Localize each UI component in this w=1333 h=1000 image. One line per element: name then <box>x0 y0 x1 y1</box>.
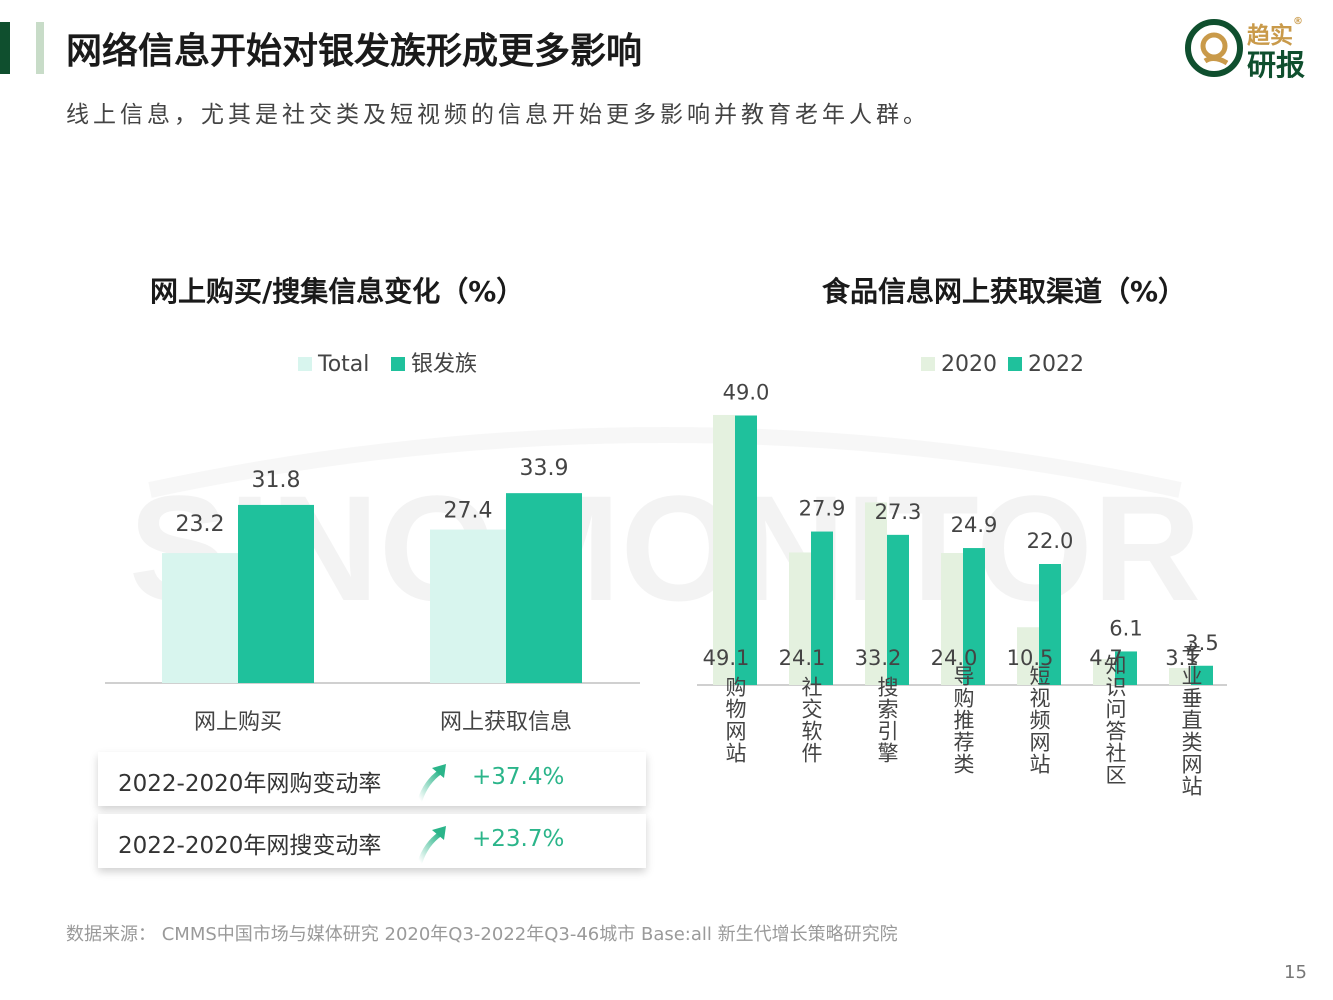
value-label-2020-专业垂直类网站: 3.1 <box>1165 646 1198 670</box>
rate-card-online-search: 2022-2020年网搜变动率 +23.7% <box>98 814 646 868</box>
legend-label-silver: 银发族 <box>411 352 477 377</box>
legend-swatch-2022 <box>1008 357 1022 371</box>
bar-2022-购物网站 <box>735 415 757 685</box>
bar-2020-短视频网站 <box>1017 627 1039 685</box>
page-number: 15 <box>1284 962 1307 983</box>
legend-swatch-total <box>298 357 312 371</box>
value-label-2022-知识问答社区: 6.1 <box>1109 616 1142 640</box>
bar-2020-搜索引擎 <box>865 502 887 685</box>
rate-card-online-shopping: 2022-2020年网购变动率 +37.4% <box>98 752 646 806</box>
bar-2020-购物网站 <box>713 414 735 685</box>
value-label-2020-搜索引擎: 33.2 <box>855 646 902 670</box>
bar-total-网上购买 <box>162 553 238 683</box>
category-label-购物网站: 购物网站 <box>723 676 747 764</box>
logo-text-top: 趋实® <box>1247 16 1303 50</box>
value-label-2022-短视频网站: 22.0 <box>1027 529 1074 553</box>
value-label-2020-购物网站: 49.1 <box>703 646 750 670</box>
rate-label-online-search: 2022-2020年网搜变动率 <box>118 833 382 859</box>
legend-swatch-2020 <box>921 357 935 371</box>
value-label-2020-导购推荐类: 24.0 <box>931 646 978 670</box>
page-subtitle: 线上信息，尤其是社交类及短视频的信息开始更多影响并教育老年人群。 <box>66 102 930 128</box>
category-label-网上获取信息: 网上获取信息 <box>440 710 572 735</box>
up-arrow-icon <box>417 826 446 864</box>
legend-swatch-silver <box>391 357 405 371</box>
logo-text-bottom: 研报 <box>1247 48 1306 82</box>
value-label-2022-搜索引擎: 27.3 <box>875 500 922 524</box>
logo-ring <box>1185 19 1243 77</box>
bar-2022-导购推荐类 <box>963 548 985 685</box>
bar-2020-知识问答社区 <box>1093 659 1115 685</box>
category-label-社交软件: 社交软件 <box>799 676 823 764</box>
bar-2022-知识问答社区 <box>1115 651 1137 685</box>
category-label-搜索引擎: 搜索引擎 <box>875 676 899 764</box>
page-title: 网络信息开始对银发族形成更多影响 <box>66 31 643 72</box>
logo-swoosh <box>1203 55 1229 66</box>
value-label-2022-专业垂直类网站: 3.5 <box>1185 631 1218 655</box>
category-label-导购推荐类: 导购推荐类 <box>951 665 975 775</box>
bar-2022-社交软件 <box>811 531 833 685</box>
bar-silver-网上获取信息 <box>506 493 582 683</box>
bar-2022-专业垂直类网站 <box>1191 665 1213 685</box>
category-label-短视频网站: 短视频网站 <box>1027 665 1051 775</box>
category-label-知识问答社区: 知识问答社区 <box>1103 654 1127 786</box>
value-label-silver-网上获取信息: 33.9 <box>520 456 569 481</box>
value-label-total-网上获取信息: 27.4 <box>444 499 493 524</box>
up-arrow-icon <box>417 764 446 802</box>
value-label-2020-短视频网站: 10.5 <box>1007 646 1054 670</box>
rate-label-online-shopping: 2022-2020年网购变动率 <box>118 771 382 797</box>
bar-2022-短视频网站 <box>1039 564 1061 685</box>
value-label-2022-社交软件: 27.9 <box>799 497 846 521</box>
bar-2022-搜索引擎 <box>887 534 909 685</box>
logo-text-top-label: 趋实 <box>1247 23 1293 49</box>
value-label-total-网上购买: 23.2 <box>176 512 225 537</box>
rate-value-online-shopping: +37.4% <box>472 764 565 790</box>
category-label-专业垂直类网站: 专业垂直类网站 <box>1179 643 1203 797</box>
value-label-2022-导购推荐类: 24.9 <box>951 513 998 537</box>
logo-mark <box>1185 19 1243 77</box>
chart-2-title: 食品信息网上获取渠道（%） <box>822 275 1187 308</box>
category-label-网上购买: 网上购买 <box>194 710 282 735</box>
chart-1-title: 网上购买/搜集信息变化（%） <box>150 275 525 308</box>
bar-2020-社交软件 <box>789 552 811 685</box>
title-accent-bar-light <box>36 22 44 74</box>
bar-silver-网上购买 <box>238 504 314 683</box>
legend-label-2022: 2022 <box>1028 352 1084 377</box>
value-label-silver-网上购买: 31.8 <box>252 468 301 493</box>
value-label-2020-社交软件: 24.1 <box>779 646 826 670</box>
rate-value-online-search: +23.7% <box>472 826 565 852</box>
bar-2020-导购推荐类 <box>941 553 963 685</box>
legend-label-total: Total <box>317 352 369 377</box>
value-label-2022-购物网站: 49.0 <box>723 381 770 405</box>
data-source-note: 数据来源： CMMS中国市场与媒体研究 2020年Q3-2022年Q3-46城市… <box>66 924 898 945</box>
value-label-2020-知识问答社区: 4.7 <box>1089 646 1122 670</box>
title-accent-bar <box>0 22 10 74</box>
bar-2020-专业垂直类网站 <box>1169 667 1191 685</box>
logo-registered-mark: ® <box>1293 16 1303 27</box>
bar-total-网上获取信息 <box>430 529 506 683</box>
chart-2-marks: 49.1 49.0 购物网站 24.1 27.9 社交软件 33.2 27.3 搜索引擎 24.0… <box>703 381 1219 798</box>
legend-label-2020: 2020 <box>941 352 997 377</box>
